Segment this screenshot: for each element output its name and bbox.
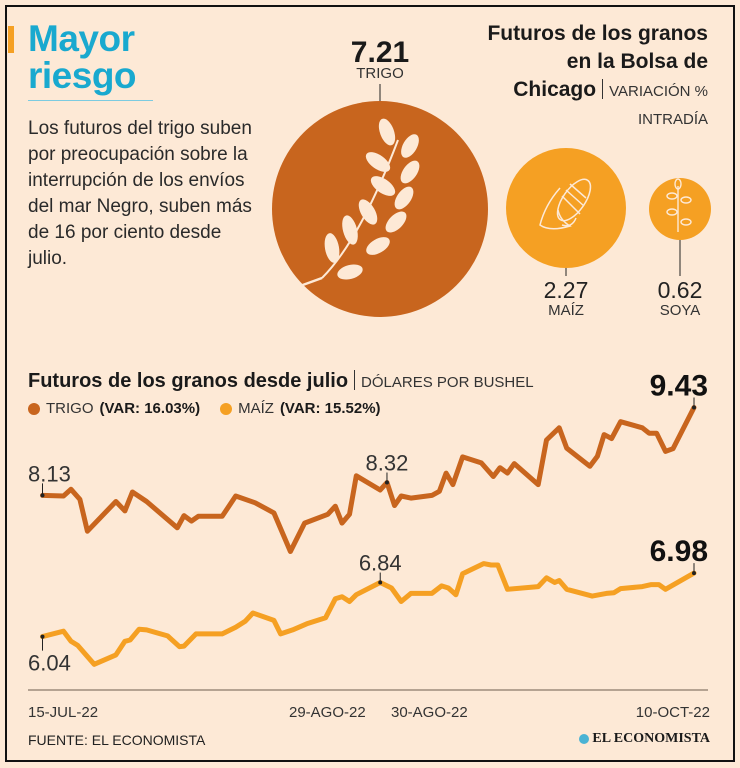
annotation-point-maiz: [692, 571, 696, 576]
bubbles-title-line-1: Futuros de los granos: [487, 22, 708, 45]
legend-maiz-name: MAÍZ: [238, 400, 274, 417]
el-economista-logo: EL ECONOMISTA: [579, 731, 710, 747]
soya-bubble: [649, 178, 711, 240]
maiz-bubble: [506, 148, 626, 268]
x-tick-label-15-jul: 15-JUL-22: [28, 704, 99, 721]
soy-plant-icon: [666, 178, 692, 232]
annotation-label-trigo: 8.13: [28, 461, 71, 486]
source-note: FUENTE: EL ECONOMISTA: [28, 732, 206, 748]
wheat-icon: [299, 118, 420, 288]
annotation-point-trigo: [40, 493, 45, 498]
bubbles-title-line-2: en la Bolsa de: [566, 50, 708, 73]
bubbles-title-line-3: Chicago: [513, 78, 597, 101]
corn-icon: [539, 178, 592, 230]
bubble-graphics: [272, 84, 711, 317]
soya-variation-value: 0.62: [657, 277, 703, 303]
annotation-label-maiz: 6.84: [359, 551, 402, 576]
annotation-point-trigo: [692, 405, 696, 410]
series-line-maiz: [40, 561, 697, 667]
trigo-label: TRIGO: [356, 65, 404, 82]
chart-title: Futuros de los granos desde julio DÓLARES…: [28, 370, 534, 393]
annotation-point-maiz: [40, 634, 45, 639]
chart-legend: TRIGO (VAR: 16.03%) MAÍZ (VAR: 15.52%): [28, 400, 381, 417]
legend-maiz-var: (VAR: 15.52%): [279, 400, 381, 417]
headline: Mayor riesgo: [28, 18, 137, 96]
logo-mark-icon: [579, 734, 590, 744]
infographic-frame: [5, 5, 735, 762]
legend-trigo-name: TRIGO: [46, 400, 94, 417]
x-tick-label-10-oct: 10-OCT-22: [635, 704, 710, 721]
annotation-point-maiz: [378, 580, 383, 585]
annotation-label-maiz: 6.98: [650, 535, 708, 568]
soya-label: SOYA: [659, 302, 701, 319]
legend-maiz-swatch: [220, 402, 233, 415]
legend-trigo-swatch: [28, 402, 40, 415]
bubbles-title: Futuros de los granos en la Bolsa de Chi…: [487, 20, 708, 134]
maiz-variation-value: 2.27: [543, 277, 589, 303]
headline-divider: [28, 100, 153, 101]
bubbles-unit-line-2: INTRADÍA: [637, 111, 708, 128]
logo-text: EL ECONOMISTA: [592, 731, 710, 746]
annotation-label-trigo: 9.43: [650, 370, 708, 403]
annotation-label-trigo: 8.32: [366, 451, 409, 476]
trigo-bubble: [272, 101, 488, 317]
trigo-variation-value: 7.21: [350, 36, 410, 69]
series-line-trigo: [40, 405, 697, 554]
chart-title-text: Futuros de los granos desde julio: [28, 370, 349, 392]
chart-unit: DÓLARES POR BUSHEL: [361, 374, 534, 391]
intro-text: Los futuros del trigo suben por preocupa…: [28, 118, 252, 269]
x-tick-label-30-ago: 30-AGO-22: [391, 704, 468, 721]
annotation-point-trigo: [384, 480, 389, 485]
legend-trigo-var: (VAR: 16.03%): [99, 400, 201, 417]
headline-line-1: Mayor: [28, 18, 135, 59]
bubbles-unit: VARIACIÓN %: [609, 83, 708, 100]
annotation-label-maiz: 6.04: [28, 651, 71, 676]
headline-line-2: riesgo: [28, 55, 137, 96]
maiz-label: MAÍZ: [548, 302, 584, 319]
accent-bar: [8, 26, 14, 53]
x-tick-label-29-ago: 29-AGO-22: [289, 704, 366, 721]
